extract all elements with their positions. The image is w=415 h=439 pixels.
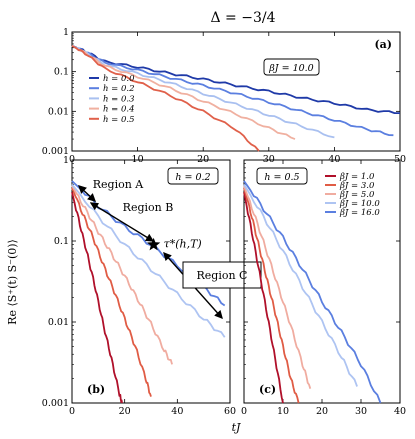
crossover-star	[147, 237, 161, 251]
legend-label-a: h = 0.0	[103, 74, 135, 84]
annotation-box-c	[256, 167, 308, 185]
x-tick-label: 40	[171, 406, 183, 417]
legend-label-a: h = 0.4	[103, 105, 135, 115]
y-tick-label: 0.01	[48, 317, 69, 328]
y-tick-label: 0.1	[54, 67, 69, 78]
legend-label-c: βJ = 3.0	[339, 181, 375, 191]
region-a-bg	[86, 176, 148, 192]
panel-label-a: (a)	[374, 38, 392, 51]
legend-label-c: βJ = 10.0	[339, 199, 380, 209]
y-tick-label: 1	[63, 155, 69, 166]
axes-frame-a	[71, 31, 401, 152]
series-line-c-1	[243, 187, 300, 404]
legend-label-a: h = 0.3	[103, 94, 135, 104]
x-tick-label: 10	[277, 406, 289, 417]
y-tick-label: 0.1	[54, 236, 69, 247]
y-tick-label: 0.001	[42, 398, 69, 409]
y-tick-label: 0.001	[42, 146, 69, 157]
panel-label-c: (c)	[259, 383, 276, 396]
legend-label-c: βJ = 16.0	[339, 208, 380, 218]
star-label: τ*(h,T)	[164, 238, 202, 251]
panel-b: 0 20 40 60 0.001 0.01 0.1 1 (b) h = 0.2 Region A Re…	[42, 155, 262, 417]
x-axis-label: tJ	[232, 421, 241, 434]
legend-label-a: h = 0.5	[103, 115, 135, 125]
panel-label-b: (b)	[87, 383, 105, 396]
annotation-box-b	[167, 167, 219, 185]
arrow-region-b	[89, 202, 155, 242]
series-line-b-2	[71, 185, 173, 365]
arrow-region-a	[77, 185, 97, 202]
region-c-label: Region C	[197, 269, 248, 282]
legend-label-c: βJ = 1.0	[339, 172, 375, 182]
x-tick-label: 0	[69, 406, 75, 417]
series-line-b-1	[71, 187, 152, 397]
legend-label-c: βJ = 5.0	[339, 190, 375, 200]
series-line-c-0	[243, 192, 284, 404]
region-a-label: Region A	[93, 178, 145, 191]
y-axis-label: Re ⟨S⁺(t) S⁻(0)⟩	[6, 239, 19, 325]
series-line-b-0	[71, 191, 123, 404]
y-tick-label: 1	[63, 27, 69, 38]
x-tick-label: 40	[394, 406, 406, 417]
annotation-b: h = 0.2	[175, 172, 210, 183]
x-tick-label: 20	[119, 406, 131, 417]
series-line-c-4	[243, 180, 382, 404]
series-line-c-3	[243, 183, 358, 387]
annotation-c: h = 0.5	[264, 172, 299, 183]
panel-c: 0 10 20 30 40(c)h = 0.5 βJ = 1.0βJ = 3.0βJ = …	[241, 159, 406, 417]
y-tick-label: 0.01	[48, 106, 69, 117]
figure-title: Δ = −3/4	[210, 10, 275, 26]
series-line-c-2	[243, 185, 312, 389]
series-line-a-1	[71, 44, 394, 137]
x-tick-label: 20	[316, 406, 328, 417]
annotation-a: βJ = 10.0	[268, 63, 313, 74]
region-b-label: Region B	[123, 201, 174, 214]
region-c-box	[182, 261, 262, 289]
x-tick-label: 30	[355, 406, 367, 417]
legend-label-a: h = 0.2	[103, 84, 135, 94]
x-tick-label: 0	[241, 406, 247, 417]
series-line-a-4	[71, 45, 260, 152]
x-tick-label: 60	[224, 406, 236, 417]
annotation-box-a	[263, 58, 320, 76]
